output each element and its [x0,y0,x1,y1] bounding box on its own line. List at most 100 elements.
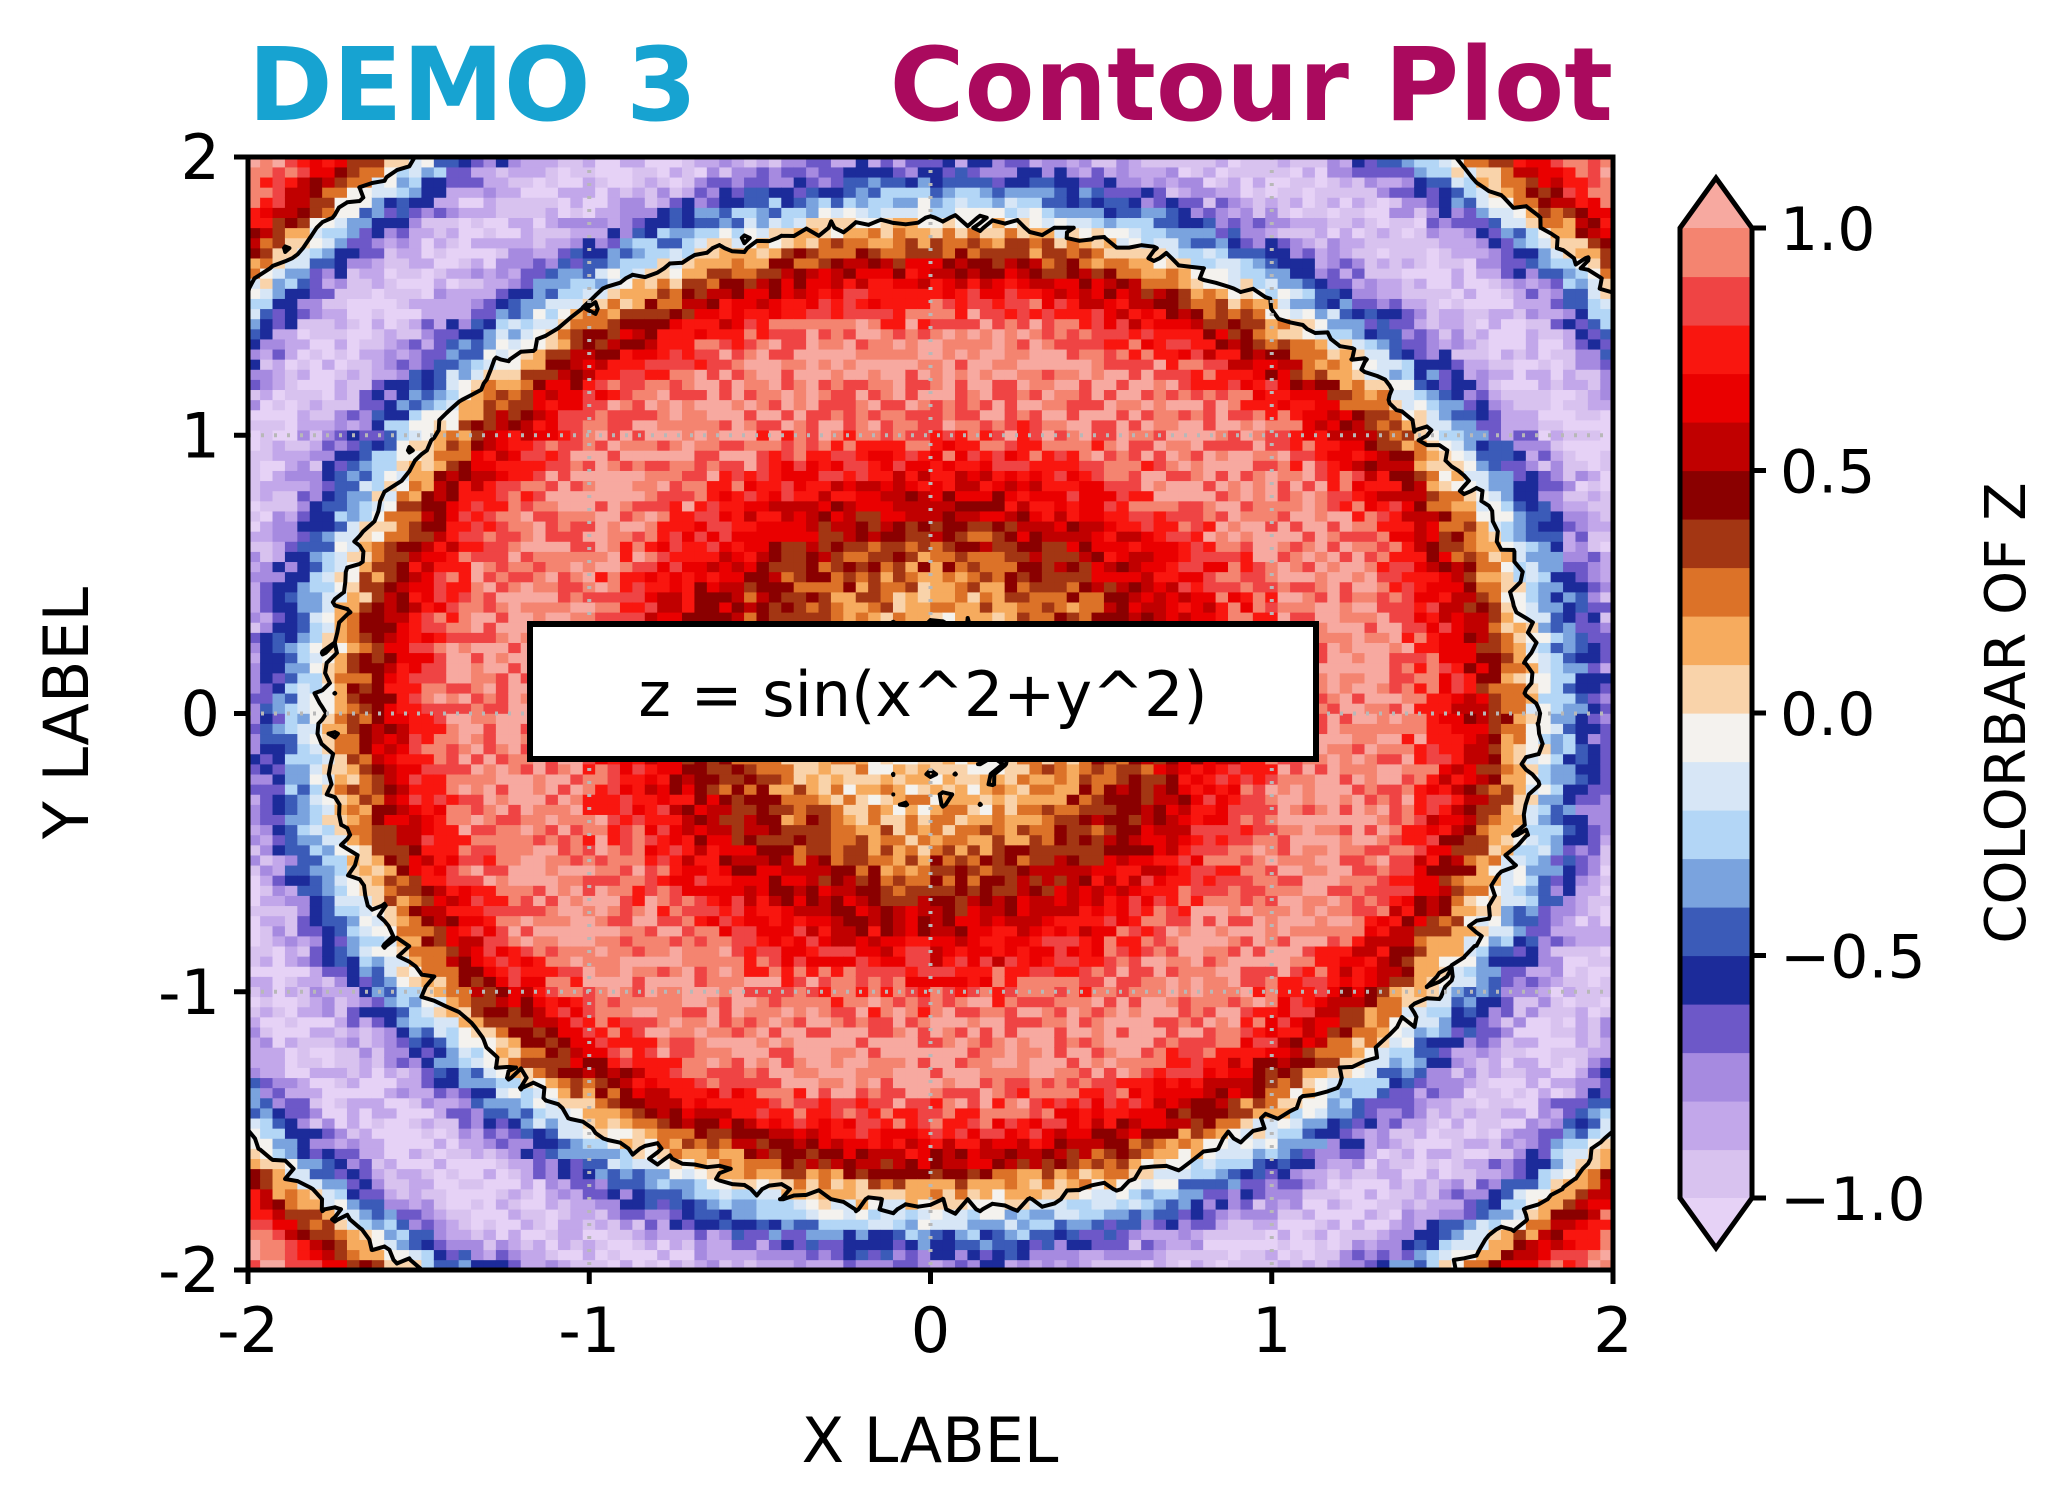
contour-cell [719,1249,733,1261]
contour-cell [260,672,274,684]
contour-cell [632,824,646,836]
contour-cell [284,379,298,391]
contour-cell [520,1239,534,1251]
contour-cell [272,1067,286,1079]
contour-cell [433,318,447,330]
contour-cell [471,389,485,401]
contour-cell [446,773,460,785]
contour-cell [359,490,373,502]
contour-cell [284,642,298,654]
contour-cell [471,561,485,573]
contour-cell [371,399,385,411]
contour-cell [682,227,696,239]
contour-cell [297,1158,311,1170]
contour-cell [260,348,274,360]
contour-cell [657,1067,671,1079]
contour-cell [260,157,274,168]
contour-cell [446,1178,460,1190]
contour-cell [297,531,311,542]
contour-cell [346,379,360,391]
contour-cell [483,571,497,583]
contour-cell [260,834,274,846]
contour-cell [632,895,646,907]
contour-cell [756,612,770,623]
contour-cell [768,551,782,563]
contour-cell [781,794,795,805]
contour-cell [483,723,497,735]
contour-cell [309,187,323,198]
contour-cell [458,966,472,977]
contour-cell [706,298,720,310]
contour-cell [284,1229,298,1240]
contour-cell [322,399,336,411]
contour-cell [433,935,447,947]
contour-cell [346,166,360,178]
contour-cell [309,763,323,775]
contour-cell [471,682,485,694]
contour-cell [706,834,720,846]
contour-cell [694,1219,708,1230]
contour-cell [619,591,633,603]
contour-cell [533,268,547,279]
contour-cell [334,1057,348,1068]
contour-cell [632,834,646,846]
contour-cell [533,510,547,522]
contour-cell [545,1158,559,1170]
contour-cell [756,1026,770,1038]
contour-cell [694,520,708,532]
contour-cell [793,773,807,785]
contour-cell [557,945,571,957]
contour-cell [806,834,820,846]
contour-cell [520,1077,534,1089]
contour-cell [334,440,348,451]
contour-cell [545,268,559,279]
contour-cell [421,500,435,512]
contour-cell [284,682,298,694]
contour-cell [744,581,758,593]
contour-cell [248,247,261,259]
contour-cell [669,561,683,573]
contour-cell [284,520,298,532]
contour-cell [706,399,720,411]
contour-cell [557,1259,571,1270]
contour-cell [446,632,460,643]
contour-cell [284,207,298,219]
contour-cell [384,369,398,380]
contour-cell [607,1138,621,1149]
contour-cell [359,227,373,239]
contour-cell [533,278,547,289]
contour-cell [359,1138,373,1149]
contour-cell [446,682,460,694]
contour-cell [644,490,658,502]
contour-cell [359,1006,373,1018]
contour-cell [520,561,534,573]
contour-cell [533,986,547,998]
contour-cell [570,176,584,188]
contour-cell [545,794,559,805]
contour-cell [731,510,745,522]
contour-cell [806,935,820,947]
contour-cell [669,875,683,886]
contour-cell [657,450,671,461]
contour-cell [371,440,385,451]
contour-cell [322,713,336,724]
contour-cell [545,854,559,866]
contour-cell [346,1178,360,1190]
contour-cell [297,763,311,775]
contour-cell [744,996,758,1008]
contour-cell [433,338,447,350]
contour-cell [495,753,509,765]
plot-area [248,157,1613,1270]
contour-cell [706,794,720,805]
contour-cell [731,915,745,927]
contour-cell [322,581,336,593]
contour-cell [682,328,696,340]
contour-cell [384,1117,398,1129]
contour-cell [371,976,385,987]
contour-cell [533,247,547,259]
contour-cell [657,389,671,401]
contour-cell [396,348,410,360]
contour-cell [781,440,795,451]
contour-cell [768,875,782,886]
contour-cell [371,703,385,714]
